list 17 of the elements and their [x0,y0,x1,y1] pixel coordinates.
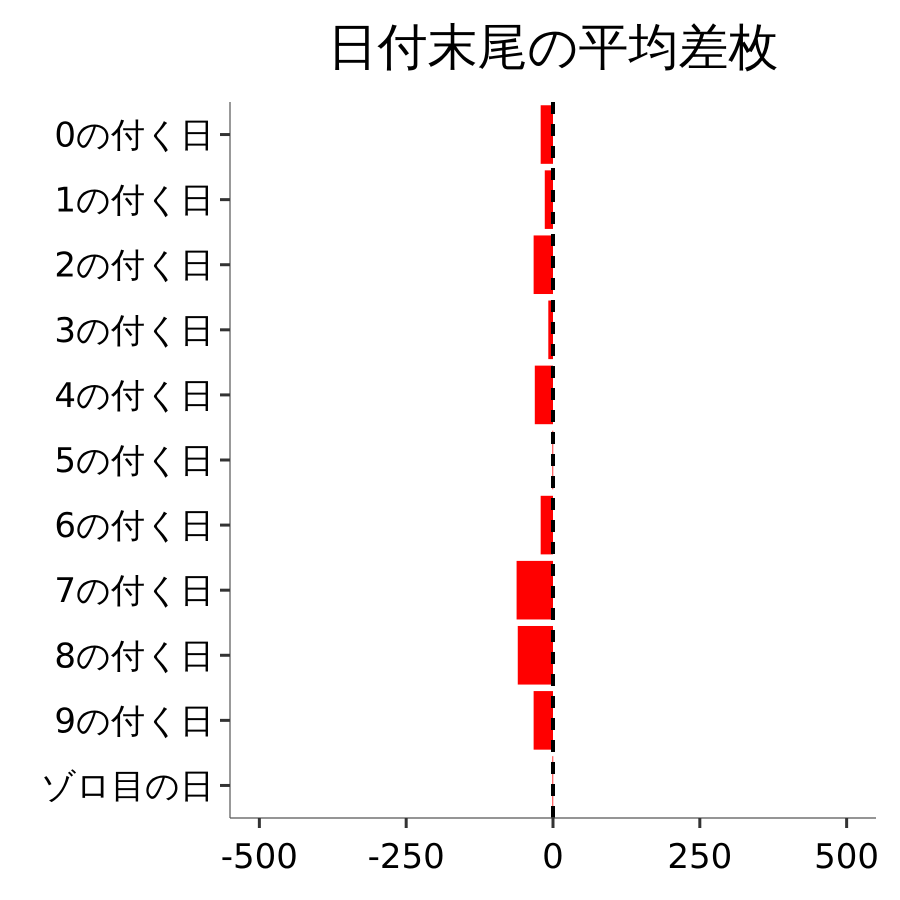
x-tick-label: 250 [667,837,732,877]
y-tick-label: 8の付く日 [54,636,214,676]
y-tick-label: 3の付く日 [54,310,214,351]
chart-title: 日付末尾の平均差枚 [328,18,778,76]
y-tick-label: 1の付く日 [54,180,214,221]
y-tick-label: 2の付く日 [54,246,214,286]
y-tick-label: 7の付く日 [54,571,214,612]
y-tick-label: 9の付く日 [54,701,214,742]
y-tick-label: 0の付く日 [54,116,214,156]
y-tick-label: ゾロ目の日 [41,766,214,806]
y-tick-label: 6の付く日 [54,506,214,546]
x-tick-label: 500 [814,837,880,877]
y-tick-label: 4の付く日 [54,376,214,416]
x-tick-label: 0 [542,837,564,877]
x-tick-label: -500 [220,837,298,877]
x-tick-label: -250 [368,837,445,877]
y-tick-label: 5の付く日 [54,441,214,481]
